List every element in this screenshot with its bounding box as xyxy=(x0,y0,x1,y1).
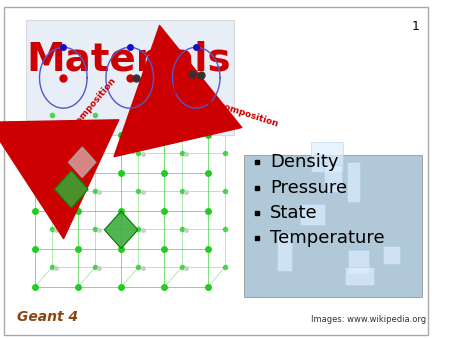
Text: Molecular composition: Molecular composition xyxy=(166,84,279,128)
Text: Isotopic composition: Isotopic composition xyxy=(43,77,117,163)
Polygon shape xyxy=(55,171,88,208)
Text: Density: Density xyxy=(270,153,339,171)
FancyBboxPatch shape xyxy=(311,142,343,172)
FancyBboxPatch shape xyxy=(348,250,369,273)
FancyBboxPatch shape xyxy=(277,234,292,271)
Text: 1: 1 xyxy=(412,20,419,33)
Text: Materials: Materials xyxy=(26,41,230,78)
FancyBboxPatch shape xyxy=(346,162,360,202)
FancyBboxPatch shape xyxy=(4,7,428,335)
FancyBboxPatch shape xyxy=(324,165,342,192)
FancyBboxPatch shape xyxy=(382,246,400,264)
Text: Pressure: Pressure xyxy=(270,178,347,197)
Text: Images: www.wikipedia.org: Images: www.wikipedia.org xyxy=(311,315,427,324)
Text: Geant 4: Geant 4 xyxy=(17,311,78,324)
FancyBboxPatch shape xyxy=(345,267,374,285)
Text: Temperature: Temperature xyxy=(270,229,385,247)
FancyBboxPatch shape xyxy=(26,20,234,135)
Polygon shape xyxy=(68,147,96,177)
FancyBboxPatch shape xyxy=(301,204,324,225)
Text: State: State xyxy=(270,204,318,222)
FancyBboxPatch shape xyxy=(244,155,422,297)
Polygon shape xyxy=(104,211,138,248)
